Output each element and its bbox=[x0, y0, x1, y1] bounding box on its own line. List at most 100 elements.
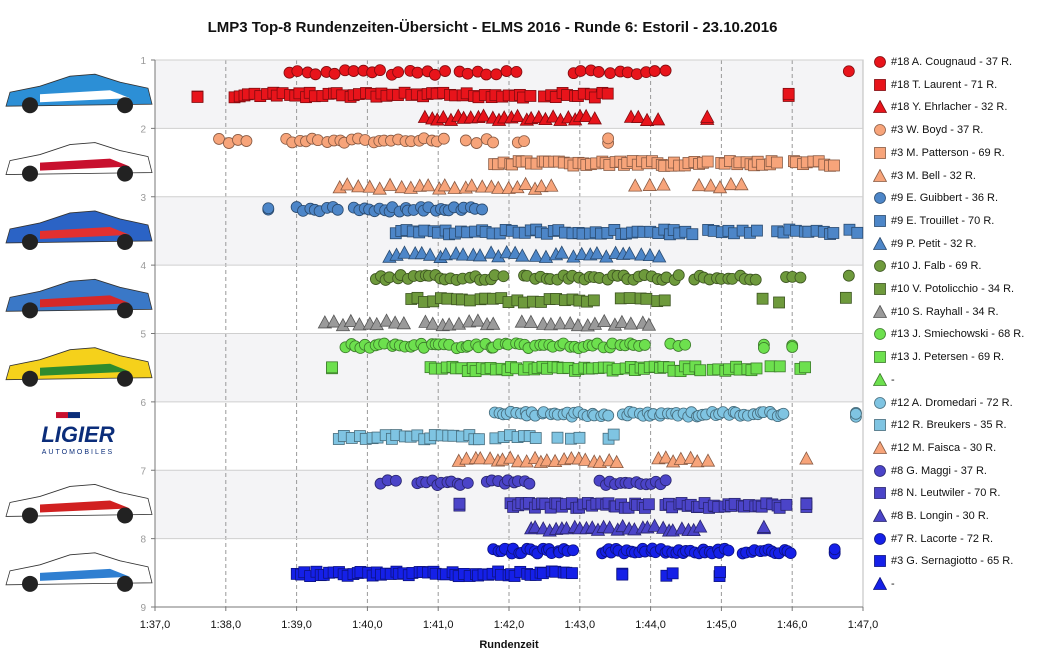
data-point bbox=[784, 547, 797, 560]
data-point bbox=[390, 474, 402, 487]
data-points bbox=[191, 64, 864, 583]
data-point bbox=[799, 451, 814, 465]
data-point bbox=[510, 453, 526, 468]
data-point bbox=[623, 292, 636, 304]
y-tick-label: 6 bbox=[140, 398, 146, 409]
data-point bbox=[490, 68, 503, 81]
data-point bbox=[607, 428, 620, 441]
x-tick-label: 1:38,0 bbox=[211, 619, 242, 631]
data-point bbox=[773, 296, 785, 309]
data-point bbox=[827, 227, 840, 239]
data-point bbox=[799, 361, 812, 374]
data-point bbox=[666, 567, 679, 580]
data-point bbox=[483, 245, 499, 259]
data-point bbox=[374, 64, 386, 77]
data-point bbox=[362, 179, 377, 193]
x-tick-label: 1:41,0 bbox=[423, 619, 454, 631]
ligier-flag bbox=[68, 412, 80, 419]
data-point bbox=[262, 202, 275, 215]
series-21 bbox=[524, 518, 772, 537]
data-point bbox=[528, 248, 544, 262]
legend-label: #13 J. Smiechowski - 68 R. bbox=[891, 328, 1025, 341]
x-tick-label: 1:39,0 bbox=[281, 619, 312, 631]
data-point bbox=[291, 65, 304, 78]
data-point bbox=[552, 316, 568, 330]
series-12 bbox=[317, 313, 657, 332]
data-point bbox=[714, 566, 726, 578]
legend-label: #9 E. Guibbert - 36 R. bbox=[891, 192, 998, 205]
data-point bbox=[372, 181, 387, 195]
data-point bbox=[328, 67, 341, 80]
data-point bbox=[750, 362, 763, 375]
data-point bbox=[439, 65, 451, 77]
data-point bbox=[414, 245, 429, 260]
data-point bbox=[527, 519, 543, 534]
data-point bbox=[597, 313, 612, 328]
legend-item: #9 P. Petit - 32 R. bbox=[873, 234, 976, 254]
series-6 bbox=[332, 176, 749, 195]
data-point bbox=[602, 132, 615, 145]
data-point bbox=[722, 544, 735, 557]
x-tick-label: 1:37,0 bbox=[140, 619, 171, 631]
series-9 bbox=[382, 245, 667, 263]
data-point bbox=[499, 245, 514, 259]
data-point bbox=[751, 224, 763, 237]
data-point bbox=[397, 245, 412, 259]
series-13 bbox=[339, 337, 799, 355]
data-point bbox=[551, 431, 564, 444]
data-point bbox=[470, 137, 483, 149]
car-stripe bbox=[40, 226, 130, 239]
car-wheel bbox=[117, 165, 133, 182]
data-point bbox=[382, 177, 398, 191]
data-point bbox=[638, 339, 651, 351]
data-point bbox=[476, 203, 489, 216]
x-tick-label: 1:45,0 bbox=[706, 619, 737, 631]
legend-marker-circle-icon bbox=[874, 124, 886, 136]
legend-label: #9 E. Trouillet - 70 R. bbox=[891, 214, 995, 227]
x-tick-label: 1:40,0 bbox=[352, 619, 383, 631]
legend-item: #12 M. Faisca - 30 R. bbox=[873, 438, 996, 458]
data-point bbox=[780, 498, 793, 511]
data-point bbox=[451, 316, 467, 330]
data-point bbox=[672, 269, 685, 282]
series-8 bbox=[389, 223, 864, 241]
data-point bbox=[213, 133, 225, 145]
x-tick-label: 1:42,0 bbox=[494, 619, 525, 631]
car-wheel bbox=[22, 165, 38, 182]
legend-label: #7 R. Lacorte - 72 R. bbox=[891, 532, 994, 545]
data-point bbox=[623, 316, 639, 330]
car-3-icon bbox=[5, 142, 153, 182]
data-point bbox=[658, 294, 671, 307]
data-point bbox=[574, 246, 589, 261]
data-point bbox=[578, 108, 594, 123]
data-point bbox=[587, 294, 600, 307]
data-point bbox=[647, 518, 662, 532]
chart-title: LMP3 Top-8 Rundenzeiten-Übersicht - ELMS… bbox=[207, 19, 778, 36]
x-tick-label: 1:44,0 bbox=[635, 619, 666, 631]
data-point bbox=[473, 451, 488, 465]
legend-item: #3 M. Bell - 32 R. bbox=[873, 166, 976, 186]
legend-marker-square-icon bbox=[874, 146, 886, 159]
data-point bbox=[842, 269, 855, 282]
data-point bbox=[482, 451, 498, 465]
data-point bbox=[828, 159, 840, 172]
axes: 1:37,0 1:38,0 1:39,0 1:40,0 1:41,0 1:42,0 1:43… bbox=[140, 56, 879, 631]
data-point bbox=[712, 179, 728, 194]
legend-marker bbox=[874, 260, 886, 273]
data-point bbox=[631, 109, 646, 123]
legend-item: #18 A. Cougnaud - 37 R. bbox=[873, 52, 1012, 72]
data-point bbox=[839, 291, 852, 304]
data-point bbox=[437, 178, 452, 192]
legend-item: #8 N. Leutwiler - 70 R. bbox=[873, 483, 1000, 503]
car-wheel bbox=[22, 575, 38, 592]
data-point bbox=[447, 180, 462, 194]
series-4 bbox=[213, 132, 615, 149]
y-tick-label: 2 bbox=[140, 124, 146, 135]
data-point bbox=[589, 246, 605, 260]
data-point bbox=[326, 361, 338, 374]
car-wheel bbox=[117, 302, 133, 319]
series-22 bbox=[487, 542, 841, 560]
data-point bbox=[616, 568, 629, 581]
data-point bbox=[470, 313, 486, 327]
